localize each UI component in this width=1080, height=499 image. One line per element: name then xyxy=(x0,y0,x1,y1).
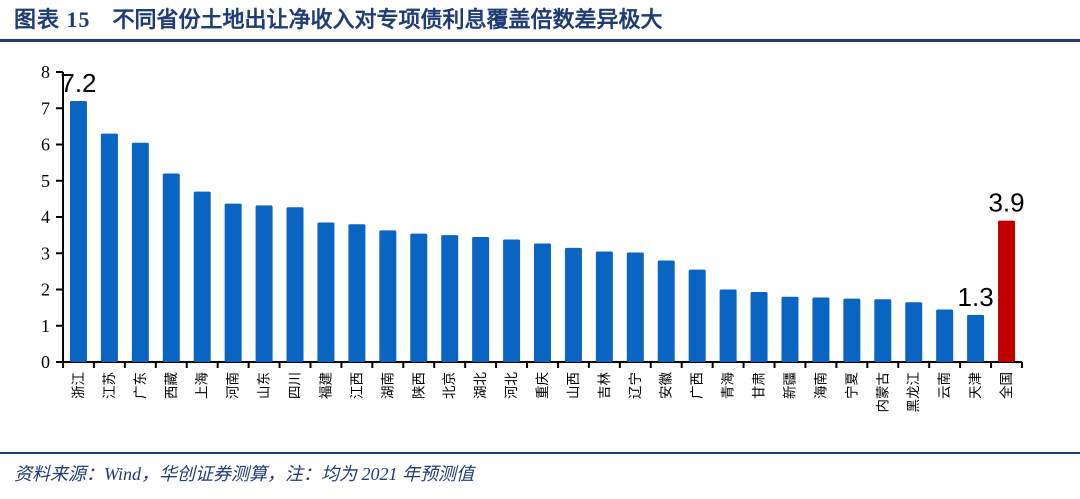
bar xyxy=(688,269,706,362)
bar xyxy=(874,299,892,362)
x-axis-label: 重庆 xyxy=(535,372,550,399)
bar xyxy=(286,207,304,362)
figure-footer: 资料来源：Wind，华创证券测算，注：均为 2021 年预测值 xyxy=(0,452,1080,485)
x-axis-label: 全国 xyxy=(998,372,1014,399)
data-label: 7.2 xyxy=(60,68,96,98)
bar xyxy=(131,142,149,362)
bar xyxy=(936,309,954,362)
bar xyxy=(100,133,118,362)
bar xyxy=(317,222,335,362)
bar xyxy=(781,296,799,362)
bar xyxy=(595,251,613,362)
bar xyxy=(564,247,582,362)
x-axis-label: 广东 xyxy=(133,372,148,399)
y-axis-tick-label: 3 xyxy=(41,243,50,263)
bar-chart-canvas: 0 1 2 3 4 5 6 7 8 浙江 江苏 广东 西藏 上海 河南 山东 四川 福建 江西 湖南 陕西 北京 湖北 河北重… xyxy=(41,62,1025,413)
x-axis-label: 辽宁 xyxy=(627,372,643,399)
x-axis-label: 海南 xyxy=(813,372,828,399)
x-axis-label: 陕西 xyxy=(411,372,426,399)
bar xyxy=(224,203,242,362)
x-axis-label: 宁夏 xyxy=(843,372,859,400)
bar xyxy=(967,314,985,362)
bar xyxy=(503,239,521,362)
bar xyxy=(410,233,428,362)
figure-header: 图表 15 不同省份土地出让净收入对专项债利息覆盖倍数差异极大 xyxy=(0,0,1080,42)
y-axis-tick-label: 0 xyxy=(41,352,50,372)
x-axis-label: 山西 xyxy=(566,372,581,399)
bar xyxy=(255,205,273,362)
y-axis-tick-label: 5 xyxy=(41,171,50,191)
bar-chart: 0 1 2 3 4 5 6 7 8 浙江 江苏 广东 西藏 上海 河南 山东 四川 福建 江西 湖南 陕西 北京 湖北 河北重… xyxy=(0,50,1080,450)
y-axis-tick-label: 8 xyxy=(41,62,50,82)
bar xyxy=(626,252,644,362)
x-axis-label: 广西 xyxy=(690,372,705,399)
x-axis-label: 安徽 xyxy=(659,372,674,400)
y-axis-tick-label: 1 xyxy=(41,316,50,336)
y-axis-tick-label: 7 xyxy=(41,98,50,118)
x-axis-label: 湖北 xyxy=(473,372,488,399)
x-axis-label: 浙江 xyxy=(71,372,86,399)
x-axis-label: 江苏 xyxy=(102,372,117,399)
bar xyxy=(905,302,923,362)
x-axis-label: 湖南 xyxy=(380,372,395,399)
x-axis-label: 吉林 xyxy=(597,372,612,400)
figure-title: 不同省份土地出让净收入对专项债利息覆盖倍数差异极大 xyxy=(112,7,663,32)
x-axis-label: 西藏 xyxy=(164,372,179,399)
y-axis-tick-label: 6 xyxy=(41,135,50,155)
bar xyxy=(534,243,551,362)
data-label: 1.3 xyxy=(958,282,994,312)
bar xyxy=(379,230,397,362)
bar xyxy=(750,292,768,362)
y-axis-tick-label: 4 xyxy=(41,207,50,227)
bar xyxy=(657,260,675,362)
x-axis-label: 云南 xyxy=(937,372,952,399)
bar xyxy=(69,101,87,362)
x-axis-label: 江西 xyxy=(349,372,364,399)
bar xyxy=(812,297,830,362)
y-axis-tick-label: 2 xyxy=(41,280,50,300)
x-axis-label: 天津 xyxy=(968,372,983,399)
bar xyxy=(843,298,861,362)
source-note: 资料来源：Wind，华创证券测算，注：均为 2021 年预测值 xyxy=(14,464,474,484)
bar xyxy=(348,224,366,362)
x-axis-label: 黑龙江 xyxy=(906,372,921,413)
x-axis-label: 青海 xyxy=(721,372,736,399)
x-axis-label: 北京 xyxy=(442,372,457,399)
data-label: 3.9 xyxy=(988,188,1024,218)
bar xyxy=(193,191,211,362)
bar-highlighted xyxy=(998,220,1016,362)
x-axis-label: 山东 xyxy=(257,372,272,399)
bar xyxy=(719,289,737,362)
bar xyxy=(472,236,490,362)
bar xyxy=(441,235,459,362)
x-axis-label: 河北 xyxy=(504,372,519,399)
figure-number: 图表 15 xyxy=(14,7,91,32)
x-axis-label: 内蒙古 xyxy=(875,372,890,413)
bar xyxy=(162,173,180,362)
x-axis-label: 新疆 xyxy=(782,372,797,399)
x-axis-label: 甘肃 xyxy=(752,372,767,399)
x-axis-label: 上海 xyxy=(195,372,210,399)
x-axis-label: 福建 xyxy=(318,372,333,399)
x-axis-label: 四川 xyxy=(288,372,303,399)
x-axis-label: 河南 xyxy=(226,372,241,399)
